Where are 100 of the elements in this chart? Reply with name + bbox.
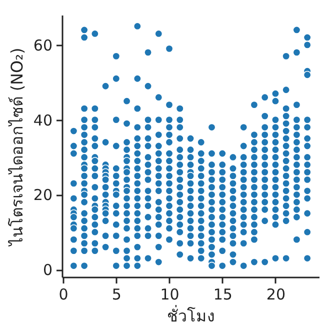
point: [80, 198, 88, 206]
point: [154, 258, 163, 266]
point: [80, 153, 88, 162]
point: [90, 30, 99, 38]
point: [260, 176, 269, 184]
point: [144, 213, 152, 222]
point: [218, 160, 226, 169]
point: [176, 116, 184, 124]
point: [271, 206, 280, 214]
point: [282, 254, 290, 262]
point: [165, 216, 174, 225]
point: [303, 209, 312, 218]
point: [154, 156, 163, 165]
point: [176, 160, 184, 169]
point: [292, 213, 301, 222]
point: [80, 239, 88, 248]
point: [250, 168, 258, 176]
point: [250, 220, 258, 229]
point: [303, 254, 312, 262]
point: [228, 239, 237, 248]
point: [133, 156, 142, 165]
point: [186, 232, 195, 240]
point: [90, 123, 99, 132]
point: [260, 146, 269, 154]
point: [197, 156, 206, 165]
point: [80, 246, 88, 255]
point: [90, 116, 99, 124]
point: [133, 224, 142, 232]
point: [250, 258, 258, 266]
point: [80, 172, 88, 180]
point: [102, 138, 110, 146]
point: [271, 190, 280, 199]
point: [133, 142, 142, 150]
point: [90, 246, 99, 255]
point: [303, 160, 312, 169]
point: [197, 239, 206, 248]
point: [165, 209, 174, 218]
point: [90, 142, 99, 150]
point: [176, 250, 184, 259]
point: [260, 112, 269, 120]
point: [165, 44, 174, 53]
point: [292, 100, 301, 109]
point: [208, 176, 216, 184]
point: [133, 186, 142, 195]
point: [133, 179, 142, 188]
point: [197, 138, 206, 146]
point: [133, 232, 142, 240]
point: [228, 258, 237, 266]
point: [228, 172, 237, 180]
point: [122, 176, 131, 184]
point: [240, 160, 248, 169]
point: [133, 194, 142, 202]
x-tick-label: 0: [58, 286, 68, 304]
point: [240, 262, 248, 270]
point: [260, 198, 269, 206]
point: [260, 183, 269, 192]
point: [70, 142, 78, 150]
point: [228, 164, 237, 172]
point: [186, 146, 195, 154]
point: [165, 164, 174, 172]
point: [165, 130, 174, 139]
point: [186, 153, 195, 162]
point: [70, 224, 78, 232]
point: [165, 116, 174, 124]
point: [240, 228, 248, 236]
point: [197, 232, 206, 240]
point: [292, 146, 301, 154]
point: [240, 198, 248, 206]
point: [176, 190, 184, 199]
point: [260, 123, 269, 132]
point: [165, 179, 174, 188]
point: [176, 220, 184, 229]
point: [208, 198, 216, 206]
point: [197, 202, 206, 210]
point: [186, 224, 195, 232]
point: [144, 168, 152, 176]
point: [260, 168, 269, 176]
point: [208, 250, 216, 259]
point: [70, 179, 78, 188]
point: [102, 232, 110, 240]
x-tick-label: 15: [213, 286, 232, 304]
point: [80, 104, 88, 113]
point: [102, 176, 110, 184]
point: [228, 232, 237, 240]
point: [218, 149, 226, 158]
point: [208, 190, 216, 199]
point: [80, 138, 88, 146]
point: [282, 127, 290, 136]
point: [303, 40, 312, 49]
point: [176, 104, 184, 113]
point: [154, 164, 163, 172]
point: [208, 213, 216, 222]
point: [303, 123, 312, 132]
point: [122, 168, 131, 176]
point: [90, 239, 99, 248]
point: [240, 220, 248, 229]
point: [80, 164, 88, 172]
point: [112, 262, 120, 270]
point: [176, 134, 184, 143]
point: [90, 206, 99, 214]
